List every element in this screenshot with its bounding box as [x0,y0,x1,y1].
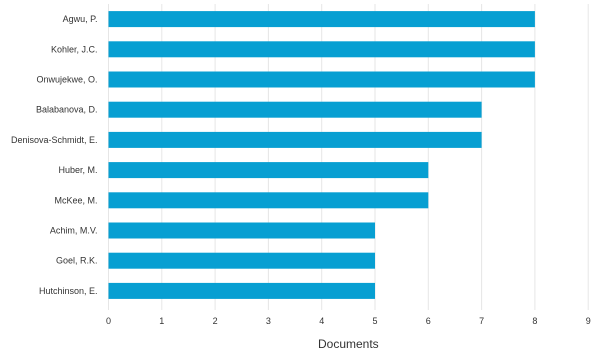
category-label: Huber, M. [58,165,97,175]
x-tick-label: 3 [266,316,271,326]
category-label: Agwu, P. [63,14,98,24]
bar[interactable] [108,101,482,118]
bar[interactable] [108,162,429,179]
category-label: Denisova-Schmidt, E. [11,135,98,145]
category-label: McKee, M. [54,195,97,205]
x-tick-label: 0 [106,316,111,326]
bar[interactable] [108,222,376,239]
bar[interactable] [108,252,376,269]
bar[interactable] [108,282,376,299]
bar[interactable] [108,11,535,28]
bar[interactable] [108,192,429,209]
x-axis-title: Documents [318,337,379,350]
bars [108,11,535,299]
x-tick-labels: 0 1 2 3 4 5 6 7 8 9 [106,316,591,326]
category-label: Achim, M.V. [50,226,98,236]
x-tick-label: 1 [159,316,164,326]
x-tick-label: 8 [532,316,537,326]
x-tick-label: 4 [319,316,324,326]
x-tick-label: 6 [426,316,431,326]
bar[interactable] [108,131,482,148]
category-label: Balabanova, D. [36,105,98,115]
category-label: Goel, R.K. [56,256,98,266]
x-tick-label: 2 [213,316,218,326]
bar[interactable] [108,71,535,88]
category-label: Kohler, J.C. [51,44,98,54]
category-labels: Agwu, P. Kohler, J.C. Onwujekwe, O. Balaban… [11,14,98,296]
category-label: Hutchinson, E. [39,286,98,296]
x-tick-label: 9 [586,316,591,326]
bar[interactable] [108,41,535,58]
category-label: Onwujekwe, O. [36,75,97,85]
x-tick-label: 5 [372,316,377,326]
x-tick-label: 7 [479,316,484,326]
